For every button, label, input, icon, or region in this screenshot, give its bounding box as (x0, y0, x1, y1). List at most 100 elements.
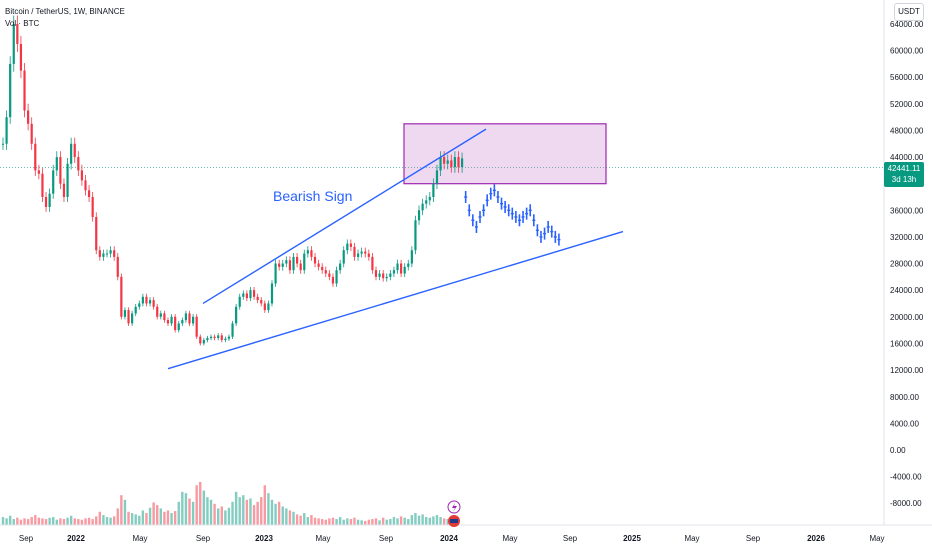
price-tick-label: 16000.00 (890, 339, 924, 348)
volume-tick-label: 4000.00 (890, 420, 919, 429)
volume-bar (399, 516, 403, 525)
candle-body (235, 306, 238, 324)
volume-bar (184, 493, 188, 525)
candle-body (66, 163, 69, 197)
volume-bar (249, 498, 252, 525)
currency-button[interactable]: USDT (894, 3, 924, 21)
volume-bar (281, 506, 284, 525)
volume-bar (188, 498, 191, 525)
candle-body (152, 300, 155, 307)
candle-body (303, 253, 306, 271)
volume-bar (292, 511, 295, 525)
candle-body (421, 203, 424, 211)
price-tick-label: 24000.00 (890, 286, 924, 295)
volume-bar (209, 499, 213, 525)
time-tick-label: May (869, 534, 884, 543)
flag-field-icon (450, 519, 458, 523)
volume-bar (295, 514, 299, 525)
volume-bar (417, 515, 421, 525)
volume-bar (274, 503, 277, 525)
candle-body (260, 300, 263, 304)
candle-body (23, 70, 26, 111)
candle-body (59, 157, 62, 184)
time-tick-label: May (684, 534, 699, 543)
time-tick-label: Sep (379, 534, 394, 543)
volume-bar (84, 518, 87, 525)
volume-bar (116, 508, 119, 525)
candle-body (113, 250, 116, 257)
candle-body (374, 270, 378, 277)
volume-bar (260, 497, 263, 525)
candle-body (127, 310, 130, 324)
volume-bar (389, 519, 392, 525)
candle-body (220, 335, 223, 341)
candle-body (206, 338, 209, 341)
volume-bar (234, 491, 238, 525)
volume-bar (306, 517, 310, 525)
volume-bar (356, 519, 360, 525)
candle-body (299, 263, 302, 271)
candle-body (12, 24, 15, 64)
volume-tick-label: 0.00 (890, 446, 906, 455)
time-tick-label: May (502, 534, 517, 543)
volume-bar (202, 490, 206, 525)
volume-bar (98, 511, 102, 525)
candle-body (356, 253, 360, 257)
candle-body (98, 250, 101, 257)
candle-body (460, 158, 464, 168)
price-tick-label: 48000.00 (890, 126, 924, 135)
volume-bar (166, 510, 170, 525)
volume-bar (152, 502, 155, 525)
time-tick-label: Sep (746, 534, 761, 543)
candle-body (382, 273, 385, 279)
volume-bar (127, 511, 130, 525)
candle-body (87, 190, 91, 197)
volume-bar (26, 519, 30, 525)
volume-bar (48, 517, 51, 525)
candle-body (123, 310, 127, 317)
volume-bar (130, 513, 134, 525)
candle-body (324, 270, 327, 274)
price-tick-label: 52000.00 (890, 100, 924, 109)
candle-body (30, 123, 33, 144)
candle-body (16, 24, 19, 44)
candle-body (400, 263, 403, 274)
candle-body (443, 157, 446, 164)
volume-bar (367, 519, 371, 525)
candle-body (170, 316, 173, 324)
price-tick-label: 20000.00 (890, 313, 924, 322)
volume-bar (349, 519, 353, 525)
volume-bar (134, 514, 137, 525)
volume-bar (231, 501, 234, 525)
volume-bar (141, 510, 145, 525)
candle-body (295, 256, 299, 264)
volume-bar (159, 508, 163, 525)
volume-bar (353, 517, 356, 525)
candle-body (9, 63, 12, 118)
candle-body (435, 170, 439, 184)
candle-body (44, 197, 48, 207)
volume-bar (123, 499, 127, 525)
candle-body (77, 157, 80, 171)
time-tick-label: 2022 (67, 534, 85, 543)
candle-body (306, 250, 309, 254)
volume-bar (381, 517, 385, 525)
volume-bar (41, 518, 44, 525)
candle-body (378, 273, 381, 277)
volume-bar (321, 519, 324, 525)
volume-bar (346, 518, 349, 525)
volume-bar (19, 519, 23, 525)
volume-bar (435, 515, 439, 525)
volume-tick-label: 8000.00 (890, 393, 919, 402)
candle-body (256, 296, 259, 301)
candle-body (439, 157, 442, 171)
volume-bar (177, 501, 180, 525)
volume-bar (170, 513, 173, 525)
volume-bar (227, 507, 231, 525)
chart-title: Bitcoin / TetherUS, 1W, BINANCE (5, 7, 125, 16)
volume-bar (303, 513, 306, 525)
candle-body (70, 143, 73, 164)
last-price-tag: 42441.11 3d 13h (884, 162, 924, 187)
